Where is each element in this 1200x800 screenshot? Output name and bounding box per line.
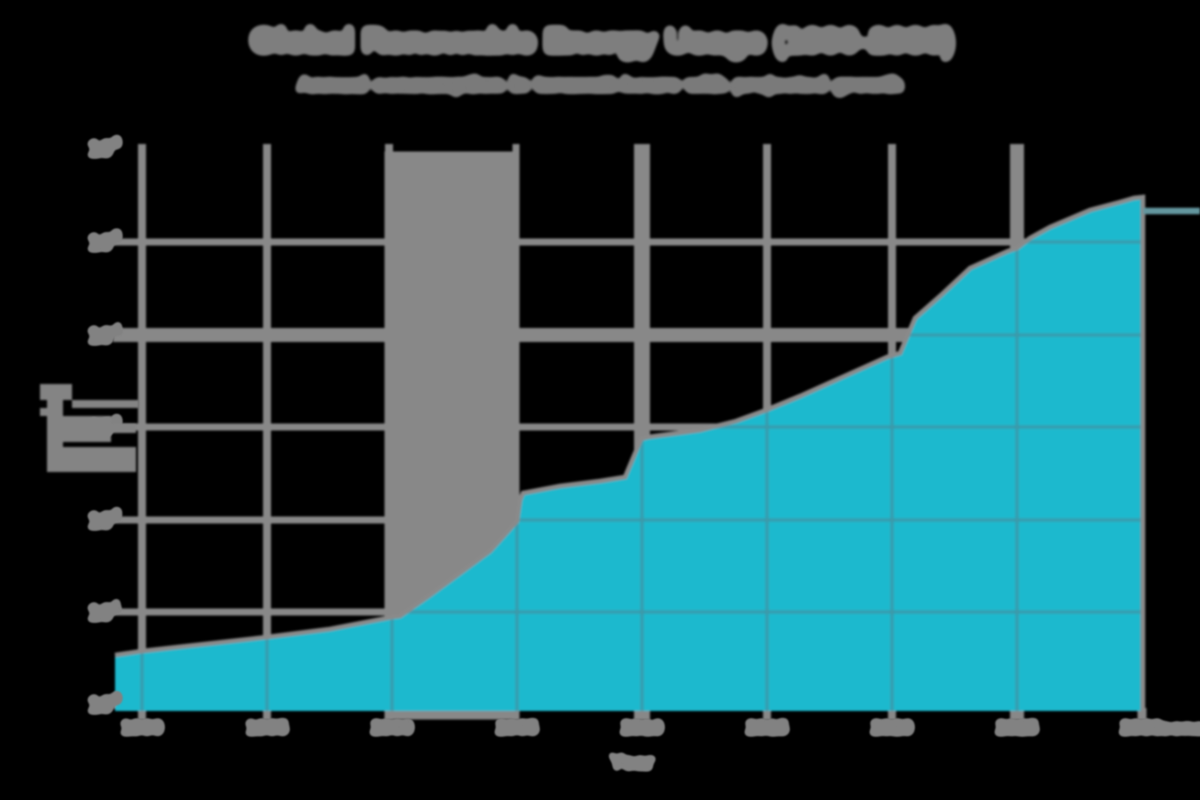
svg-text:2005: 2005: [496, 718, 539, 739]
svg-text:2000: 2000: [371, 718, 413, 739]
svg-text:1990: 1990: [121, 718, 163, 739]
svg-text:2015: 2015: [746, 718, 789, 739]
svg-text:105: 105: [88, 228, 121, 255]
svg-text:2010: 2010: [621, 718, 663, 739]
svg-text:2020: 2020: [871, 718, 913, 739]
svg-text:Global Renewable Energy Usage: Global Renewable Energy Usage (1990-2030…: [250, 22, 953, 60]
svg-text:2025: 2025: [996, 718, 1039, 739]
svg-text:1995: 1995: [246, 718, 289, 739]
svg-text:2030consensus: 2030consensus: [1120, 718, 1200, 739]
svg-text:Year: Year: [610, 751, 654, 774]
svg-text:Annual consumption in terawatt: Annual consumption in terawatt-hours wit…: [297, 73, 903, 96]
